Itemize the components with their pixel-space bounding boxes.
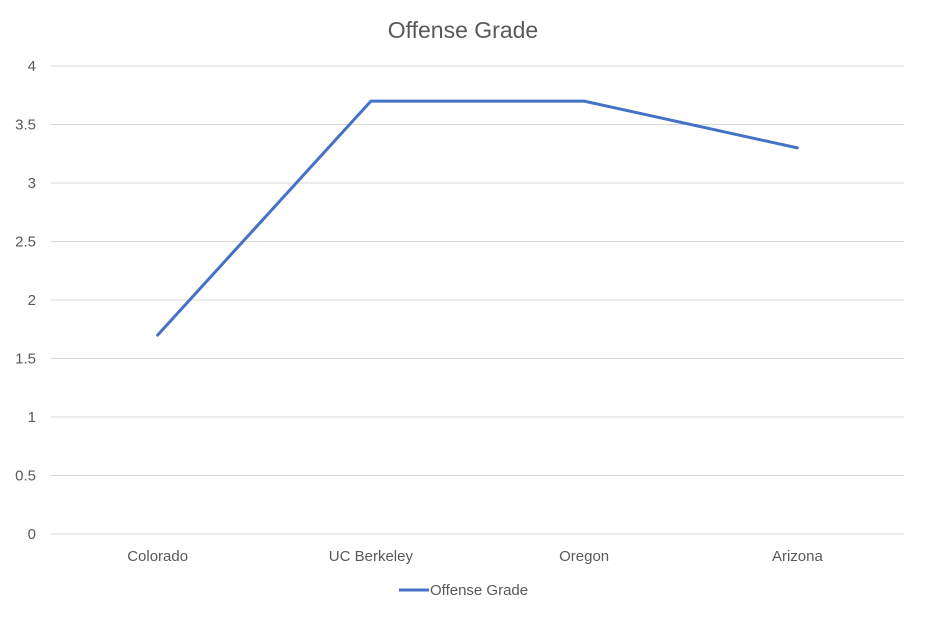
y-axis-ticks: 0 0.5 1 1.5 2 2.5 3 3.5 4 bbox=[15, 58, 36, 543]
y-tick-label: 0 bbox=[28, 526, 36, 543]
y-tick-label: 3.5 bbox=[15, 117, 36, 134]
x-axis-ticks: Colorado UC Berkeley Oregon Arizona bbox=[127, 548, 823, 565]
y-tick-label: 2.5 bbox=[15, 234, 36, 251]
y-tick-label: 0.5 bbox=[15, 468, 36, 485]
legend-entry: Offense Grade bbox=[430, 582, 528, 599]
gridlines bbox=[51, 65, 904, 535]
y-tick-label: 2 bbox=[28, 292, 36, 309]
y-tick-label: 1 bbox=[28, 409, 36, 426]
chart-title: Offense Grade bbox=[388, 17, 538, 43]
series-layer bbox=[156, 99, 799, 337]
x-tick-label: Arizona bbox=[772, 548, 824, 565]
y-tick-label: 3 bbox=[28, 175, 36, 192]
x-tick-label: Oregon bbox=[559, 548, 609, 565]
x-tick-label: Colorado bbox=[127, 548, 188, 565]
series-line bbox=[156, 99, 799, 337]
x-tick-label: UC Berkeley bbox=[329, 548, 414, 565]
y-tick-label: 4 bbox=[28, 58, 36, 75]
legend: Offense Grade bbox=[399, 582, 528, 599]
y-tick-label: 1.5 bbox=[15, 351, 36, 368]
